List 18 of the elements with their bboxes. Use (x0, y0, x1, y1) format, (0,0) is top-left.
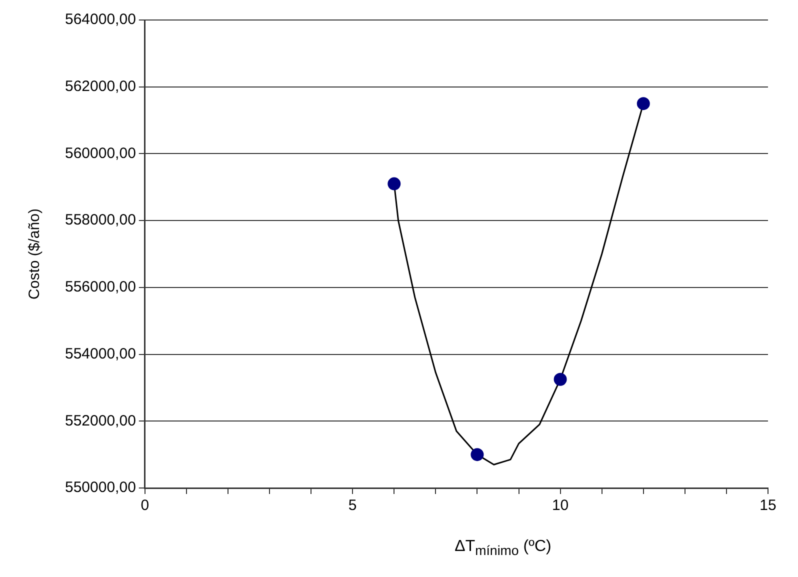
x-tick-label: 5 (348, 497, 357, 514)
point (388, 177, 401, 190)
y-tick-label: 552000,00 (65, 412, 136, 430)
y-axis-title: Costo ($/año) (26, 208, 44, 300)
x-tick-label: 15 (760, 497, 776, 514)
x-axis-title: ΔT$_{mínimo}$ (ºC) (454, 538, 552, 558)
y-tick-label: 560000,00 (65, 144, 136, 162)
y-tick-label: 550000,00 (65, 479, 136, 496)
y-tick-label: 562000,00 (65, 78, 136, 95)
x-tick-label: 0 (140, 497, 150, 514)
point (636, 97, 650, 110)
point (470, 448, 484, 462)
x-tick-label: 10 (552, 497, 569, 514)
y-tick-label: 558000,00 (65, 212, 136, 229)
y-tick-label: 556000,00 (65, 278, 136, 296)
point (554, 372, 567, 386)
y-tick-label: 554000,00 (65, 345, 136, 362)
y-tick-label: 564000,00 (65, 11, 136, 28)
